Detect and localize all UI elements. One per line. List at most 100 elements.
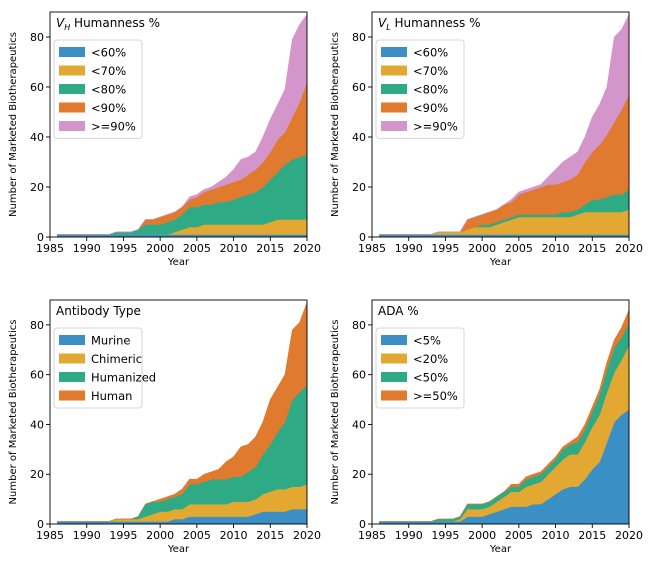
y-tick-label: 20 [30,181,44,194]
y-tick-label: 40 [352,418,366,431]
x-tick-label: 1990 [395,242,423,255]
legend-swatch [59,102,85,113]
y-tick-label: 20 [30,468,44,481]
x-tick-label: 2015 [256,529,284,542]
legend-swatch [381,84,407,94]
x-tick-label: 1995 [109,529,137,542]
legend-swatch [381,121,407,131]
x-tick-label: 1990 [73,242,101,255]
legend-entry-label: Humanized [91,371,156,385]
y-tick-label: 60 [352,369,366,382]
x-tick-label: 2005 [505,529,533,542]
legend-swatch [381,47,407,57]
axes-frame [371,299,630,525]
legend-entry-label: >=50% [413,389,458,403]
x-tick-label: 2005 [505,242,533,255]
y-axis-label: Number of Marketed Biotherapeutics [8,32,19,217]
legend-box [375,39,465,139]
legend-swatch [59,390,85,401]
legend-title-main: V [56,16,65,30]
x-tick-label: 2010 [542,242,570,255]
legend-box [53,327,143,409]
legend-swatch [59,65,85,76]
x-tick-label: 2000 [468,242,496,255]
y-tick-label: 80 [30,319,44,332]
x-tick-label: 1985 [358,529,386,542]
y-tick-label: 0 [37,231,44,244]
x-tick-label: 2020 [615,242,643,255]
y-tick-label: 20 [352,181,366,194]
y-tick-label: 40 [352,131,366,144]
legend-entry-label: <50% [413,371,448,385]
axes-frame [49,11,308,238]
legend-title-main: V [378,16,387,30]
legend-title-rest: Humanness % [391,16,481,30]
x-tick-label: 2000 [146,242,174,255]
legend-entry-label: Chimeric [91,352,142,366]
x-tick-label: 1990 [395,529,423,542]
y-tick-label: 60 [30,369,44,382]
legend-entry-label: Murine [91,334,131,348]
x-tick-label: 2000 [146,529,174,542]
chart-panel-1: 1985 1990 1995 2000 2005 2010 2015 2020 0 20 40 60 8… [8,11,321,268]
x-tick-label: 1995 [431,529,459,542]
legend-entry-label: <70% [91,64,126,78]
legend-box [53,39,143,139]
legend-title-main: Antibody Type [56,304,141,318]
x-tick-label: 2015 [256,242,284,255]
y-axis-label: Number of Marketed Biotherapeutics [330,320,341,505]
x-tick-label: 2020 [615,529,643,542]
legend-swatch [381,353,407,364]
legend-swatch [59,372,85,382]
y-tick-label: 60 [352,81,366,94]
y-tick-label: 80 [352,31,366,44]
x-tick-label: 1990 [73,529,101,542]
x-tick-label: 2020 [293,242,321,255]
y-tick-label: 20 [352,468,366,481]
legend-entry-label: <90% [91,101,126,115]
x-tick-label: 2015 [578,529,606,542]
axes-frame [49,299,308,525]
legend-title: VL Humanness % [378,16,481,32]
x-tick-label: 2005 [183,242,211,255]
y-tick-label: 0 [359,231,366,244]
y-tick-label: 80 [352,319,366,332]
legend-box [375,327,465,409]
legend-entry-label: <70% [413,64,448,78]
y-tick-label: 0 [359,518,366,531]
legend-swatch [59,335,85,345]
y-tick-label: 80 [30,31,44,44]
legend-entry-label: <80% [91,83,126,97]
legend-swatch [381,102,407,113]
x-axis-label: Year [489,257,512,268]
x-tick-label: 2010 [220,242,248,255]
x-tick-label: 2015 [578,242,606,255]
axes-frame [371,11,630,238]
legend-swatch [59,84,85,94]
legend-entry-label: >=90% [91,120,136,134]
legend-title-main: ADA % [378,304,419,318]
chart-panel-4: 1985 1990 1995 2000 2005 2010 2015 2020 0 20 40 60 8… [330,299,643,555]
x-axis-label: Year [167,257,190,268]
x-tick-label: 2010 [542,529,570,542]
y-axis-label: Number of Marketed Biotherapeutics [8,320,19,505]
y-tick-label: 60 [30,81,44,94]
x-tick-label: 1995 [109,242,137,255]
legend-entry-label: <60% [413,46,448,60]
legend-entry-label: <5% [413,334,441,348]
legend-swatch [59,47,85,57]
legend-entry-label: <80% [413,83,448,97]
legend-swatch [381,65,407,76]
legend-swatch [59,121,85,131]
legend-title: VH Humanness % [56,16,160,32]
legend-title-sub: H [64,23,70,32]
legend-swatch [381,335,407,345]
chart-panel-3: 1985 1990 1995 2000 2005 2010 2015 2020 0 20 40 60 8… [8,299,321,555]
legend-title: Antibody Type [56,304,141,318]
legend-entry-label: >=90% [413,120,458,134]
legend-swatch [381,390,407,401]
chart-panel-2: 1985 1990 1995 2000 2005 2010 2015 2020 0 20 40 60 8… [330,11,643,268]
x-axis-label: Year [167,544,190,555]
x-tick-label: 1985 [358,242,386,255]
